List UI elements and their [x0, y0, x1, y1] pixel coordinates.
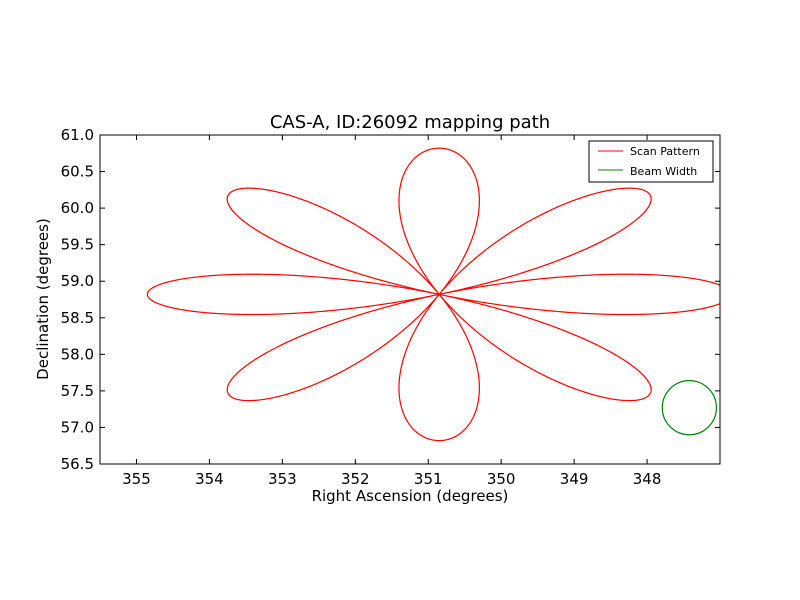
y-tick-label: 60.5: [61, 163, 94, 181]
scan-pattern-line: [146, 147, 720, 442]
y-axis: 56.5 57.0 57.5 58.0 58.5 59.0 59.5 60.0 60.5 61.0: [61, 126, 720, 473]
x-tick-label: 354: [195, 470, 224, 488]
x-axis: 355 354 353 352 351 350 349 348: [122, 135, 661, 488]
x-tick-label: 348: [633, 470, 662, 488]
chart-title: CAS-A, ID:26092 mapping path: [270, 112, 550, 133]
y-tick-label: 60.0: [61, 199, 94, 217]
y-tick-label: 59.0: [61, 272, 94, 290]
beam-width-circle: [661, 380, 718, 436]
y-tick-label: 56.5: [61, 455, 94, 473]
y-tick-label: 61.0: [61, 126, 94, 144]
x-axis-label: Right Ascension (degrees): [312, 487, 509, 505]
legend-label-beam-width: Beam Width: [630, 165, 697, 178]
legend-label-scan-pattern: Scan Pattern: [630, 145, 700, 158]
y-axis-label: Declination (degrees): [34, 218, 52, 380]
legend: Scan Pattern Beam Width: [588, 140, 714, 183]
x-tick-label: 353: [268, 470, 297, 488]
x-tick-label: 355: [122, 470, 151, 488]
x-tick-label: 350: [487, 470, 516, 488]
legend-box: [588, 140, 714, 183]
y-tick-label: 58.0: [61, 345, 94, 363]
y-tick-label: 59.5: [61, 236, 94, 254]
x-tick-label: 349: [560, 470, 589, 488]
y-tick-label: 58.5: [61, 309, 94, 327]
axes-frame: [99, 134, 721, 465]
y-tick-label: 57.5: [61, 382, 94, 400]
y-tick-label: 57.0: [61, 418, 94, 436]
x-tick-label: 352: [341, 470, 370, 488]
plot-area: [146, 147, 720, 442]
x-tick-label: 351: [414, 470, 443, 488]
